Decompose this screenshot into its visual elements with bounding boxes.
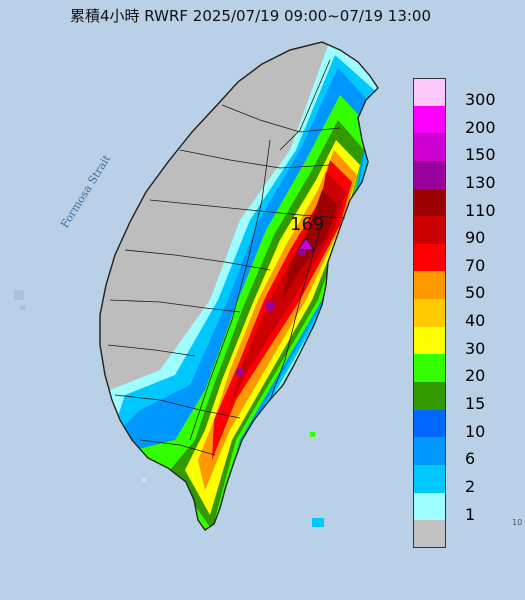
- legend-swatch: [413, 133, 446, 161]
- island-taiwan: [99, 41, 379, 531]
- legend-row: 90: [413, 216, 513, 248]
- legend-swatch: [413, 520, 446, 548]
- legend-swatch: [413, 382, 446, 410]
- legend-swatch: [413, 188, 446, 217]
- legend-row: 130: [413, 160, 513, 192]
- legend-row: 150: [413, 133, 513, 165]
- legend-swatch: [413, 354, 446, 383]
- county-boundaries: [107, 59, 346, 456]
- legend-swatch: [413, 216, 446, 244]
- legend-row: 30: [413, 326, 513, 358]
- legend-row: 300: [413, 78, 513, 109]
- legend-row: 70: [413, 243, 513, 275]
- legend-swatch: [413, 437, 446, 465]
- legend-swatch: [413, 326, 446, 355]
- legend-label: 150: [465, 145, 496, 165]
- legend-row: 40: [413, 299, 513, 331]
- legend-swatch: [413, 409, 446, 438]
- legend-label: 50: [465, 283, 486, 303]
- rain-cell-purple: [265, 301, 275, 311]
- legend-label: 2: [465, 476, 476, 496]
- rain-cell-purple: [236, 368, 244, 376]
- map-title: 累積4小時 RWRF 2025/07/19 09:00~07/19 13:00: [70, 7, 432, 25]
- legend-label: 10: [465, 421, 486, 441]
- peak-marker-icon: [297, 237, 315, 251]
- legend-swatch: [413, 105, 446, 134]
- legend-label: 70: [465, 255, 486, 275]
- legend-swatch: [413, 78, 446, 106]
- legend-label: 6: [465, 449, 476, 469]
- peak-value-label: 169: [290, 214, 325, 235]
- legend-label: 20: [465, 366, 486, 386]
- legend-row: 6: [413, 437, 513, 469]
- legend-swatch: [413, 271, 446, 300]
- legend-swatch: [413, 492, 446, 521]
- legend-swatch: [413, 243, 446, 272]
- legend-swatch: [413, 464, 446, 493]
- legend-label: 90: [465, 228, 486, 248]
- island-outline: [99, 41, 379, 531]
- legend-row: [413, 520, 513, 548]
- legend-label: 130: [465, 172, 496, 192]
- legend-row: 10: [413, 409, 513, 441]
- legend-label: 200: [465, 117, 496, 137]
- rainfall-legend: 300 200 150 130 110 90 70 50 40 30 20 15 10 6 2 1: [413, 78, 513, 548]
- legend-label: 1: [465, 504, 476, 524]
- legend-swatch: [413, 299, 446, 327]
- legend-row: 20: [413, 354, 513, 386]
- legend-label: 40: [465, 311, 486, 331]
- offshore-islands: [14, 290, 324, 527]
- legend-row: 110: [413, 188, 513, 220]
- legend-row: 200: [413, 105, 513, 137]
- legend-row: 1: [413, 492, 513, 524]
- legend-label: 15: [465, 394, 486, 414]
- legend-label: 300: [465, 90, 496, 109]
- legend-label: 110: [465, 200, 496, 220]
- legend-swatch: [413, 160, 446, 189]
- legend-label: 30: [465, 338, 486, 358]
- legend-row: 15: [413, 382, 513, 414]
- legend-row: 2: [413, 464, 513, 496]
- legend-row: 50: [413, 271, 513, 303]
- edge-label: 10: [512, 518, 523, 527]
